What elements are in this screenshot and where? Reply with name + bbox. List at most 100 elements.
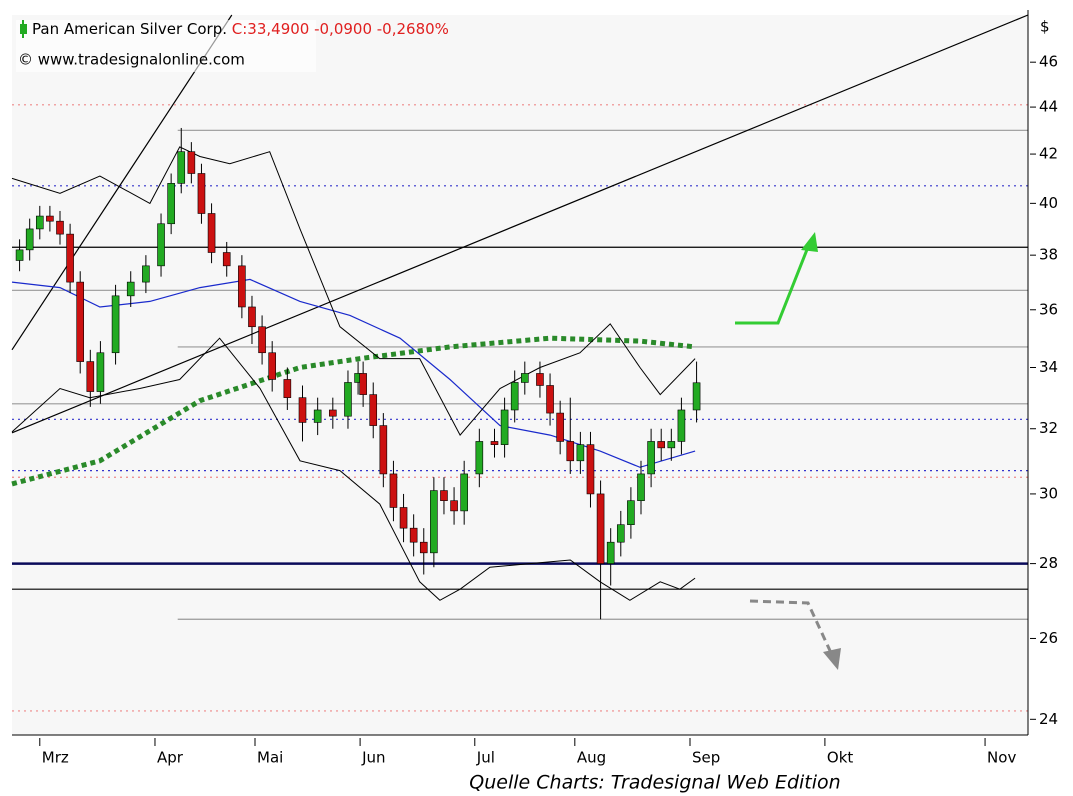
candle-body bbox=[298, 397, 307, 423]
candle-body bbox=[379, 425, 388, 475]
y-tick-label: 38 bbox=[1039, 246, 1058, 264]
y-tick-label: 40 bbox=[1039, 194, 1058, 212]
candle-body bbox=[430, 490, 438, 554]
copyright: © www.tradesignalonline.com bbox=[18, 51, 245, 69]
candle-body bbox=[596, 493, 605, 564]
candle-body bbox=[677, 409, 686, 442]
candle-body bbox=[657, 441, 666, 449]
candle-body bbox=[207, 213, 216, 253]
candle-body bbox=[258, 326, 266, 354]
down-arrowhead bbox=[823, 648, 841, 670]
candle-body bbox=[25, 228, 34, 251]
candle-body bbox=[177, 151, 186, 184]
candle-body bbox=[46, 215, 54, 222]
candle-body bbox=[111, 295, 120, 354]
y-axis-label: $ bbox=[1040, 18, 1050, 36]
candle-body bbox=[606, 541, 615, 564]
candle-body bbox=[222, 252, 231, 267]
overlay-line bbox=[11, 335, 696, 487]
candle-body bbox=[389, 473, 398, 508]
title: Pan American Silver Corp. C:33,4900 -0,0… bbox=[32, 20, 449, 38]
candle-body bbox=[313, 409, 322, 423]
up-arrow bbox=[735, 241, 812, 325]
candle-body bbox=[510, 382, 519, 411]
candle-body bbox=[142, 265, 150, 283]
candle-body bbox=[76, 281, 85, 362]
candle-body bbox=[536, 373, 544, 386]
source: Quelle Charts: Tradesignal Web Edition bbox=[469, 772, 840, 794]
candle-body bbox=[500, 409, 509, 445]
candle-body bbox=[399, 507, 408, 529]
y-tick-label: 28 bbox=[1039, 554, 1058, 572]
candle-body bbox=[637, 473, 645, 501]
y-tick-label: 42 bbox=[1039, 145, 1058, 163]
candle-body bbox=[647, 441, 655, 475]
levels bbox=[12, 104, 1028, 712]
candle-body bbox=[283, 379, 292, 398]
candle-body bbox=[15, 249, 24, 261]
candle-body bbox=[566, 441, 575, 462]
candles bbox=[15, 127, 701, 620]
candle-body bbox=[238, 265, 246, 308]
plot-area bbox=[12, 15, 1028, 735]
overlay-line bbox=[11, 14, 1029, 434]
x-tick-label: Okt bbox=[827, 749, 853, 767]
y-tick-label: 46 bbox=[1039, 53, 1058, 71]
candle-body bbox=[627, 500, 635, 525]
candle-body bbox=[586, 444, 595, 495]
overlay-line bbox=[11, 146, 696, 436]
candle-body bbox=[157, 223, 165, 267]
y-tick-label: 36 bbox=[1039, 300, 1058, 318]
candle-body bbox=[692, 382, 701, 411]
candle-body bbox=[56, 220, 64, 235]
candle-body bbox=[268, 352, 276, 380]
candle-body bbox=[546, 385, 554, 414]
candle-body bbox=[329, 409, 337, 417]
candle-body bbox=[440, 490, 448, 501]
candle-body bbox=[359, 373, 367, 395]
x-tick-label: Mrz bbox=[42, 749, 69, 767]
legend-icon-body bbox=[20, 24, 27, 34]
x-tick-label: Sep bbox=[692, 749, 720, 767]
y-tick-label: 34 bbox=[1039, 358, 1058, 376]
candle-body bbox=[667, 441, 676, 449]
candle-body bbox=[35, 215, 44, 230]
overlay-line bbox=[11, 337, 696, 601]
candle-body bbox=[167, 183, 175, 225]
x-tick-label: Aug bbox=[577, 749, 606, 767]
x-tick-label: Apr bbox=[157, 749, 184, 767]
candle-body bbox=[248, 306, 256, 328]
candle-body bbox=[576, 444, 585, 462]
quote: C:33,4900 -0,0900 -0,2680% bbox=[232, 20, 449, 38]
x-tick-label: Nov bbox=[987, 749, 1016, 767]
candle-body bbox=[490, 441, 499, 445]
y-tick-label: 30 bbox=[1039, 484, 1058, 502]
candle-body bbox=[66, 233, 74, 283]
candle-body bbox=[556, 412, 564, 442]
candle-body bbox=[96, 352, 105, 392]
candle-body bbox=[409, 527, 418, 543]
candle-body bbox=[450, 500, 458, 512]
candle-body bbox=[187, 151, 196, 174]
candle-body bbox=[460, 473, 468, 512]
y-tick-label: 44 bbox=[1039, 98, 1058, 116]
down-arrow bbox=[749, 599, 834, 656]
candle-body bbox=[197, 173, 206, 214]
x-tick-label: Mai bbox=[257, 749, 283, 767]
y-tick-label: 32 bbox=[1039, 419, 1058, 437]
candle-body bbox=[86, 361, 95, 392]
x-tick-label: Jun bbox=[361, 749, 385, 767]
candle-body bbox=[369, 394, 378, 426]
header-bg bbox=[16, 20, 316, 72]
candle-body bbox=[344, 382, 352, 417]
candle-body bbox=[126, 281, 135, 297]
candle-body bbox=[419, 541, 428, 554]
x-tick-label: Jul bbox=[476, 749, 495, 767]
candle-body bbox=[475, 441, 484, 475]
y-tick-label: 24 bbox=[1039, 710, 1058, 728]
y-tick-label: 26 bbox=[1039, 629, 1058, 647]
title-text: Pan American Silver Corp. bbox=[32, 20, 227, 38]
candle-body bbox=[616, 524, 625, 543]
